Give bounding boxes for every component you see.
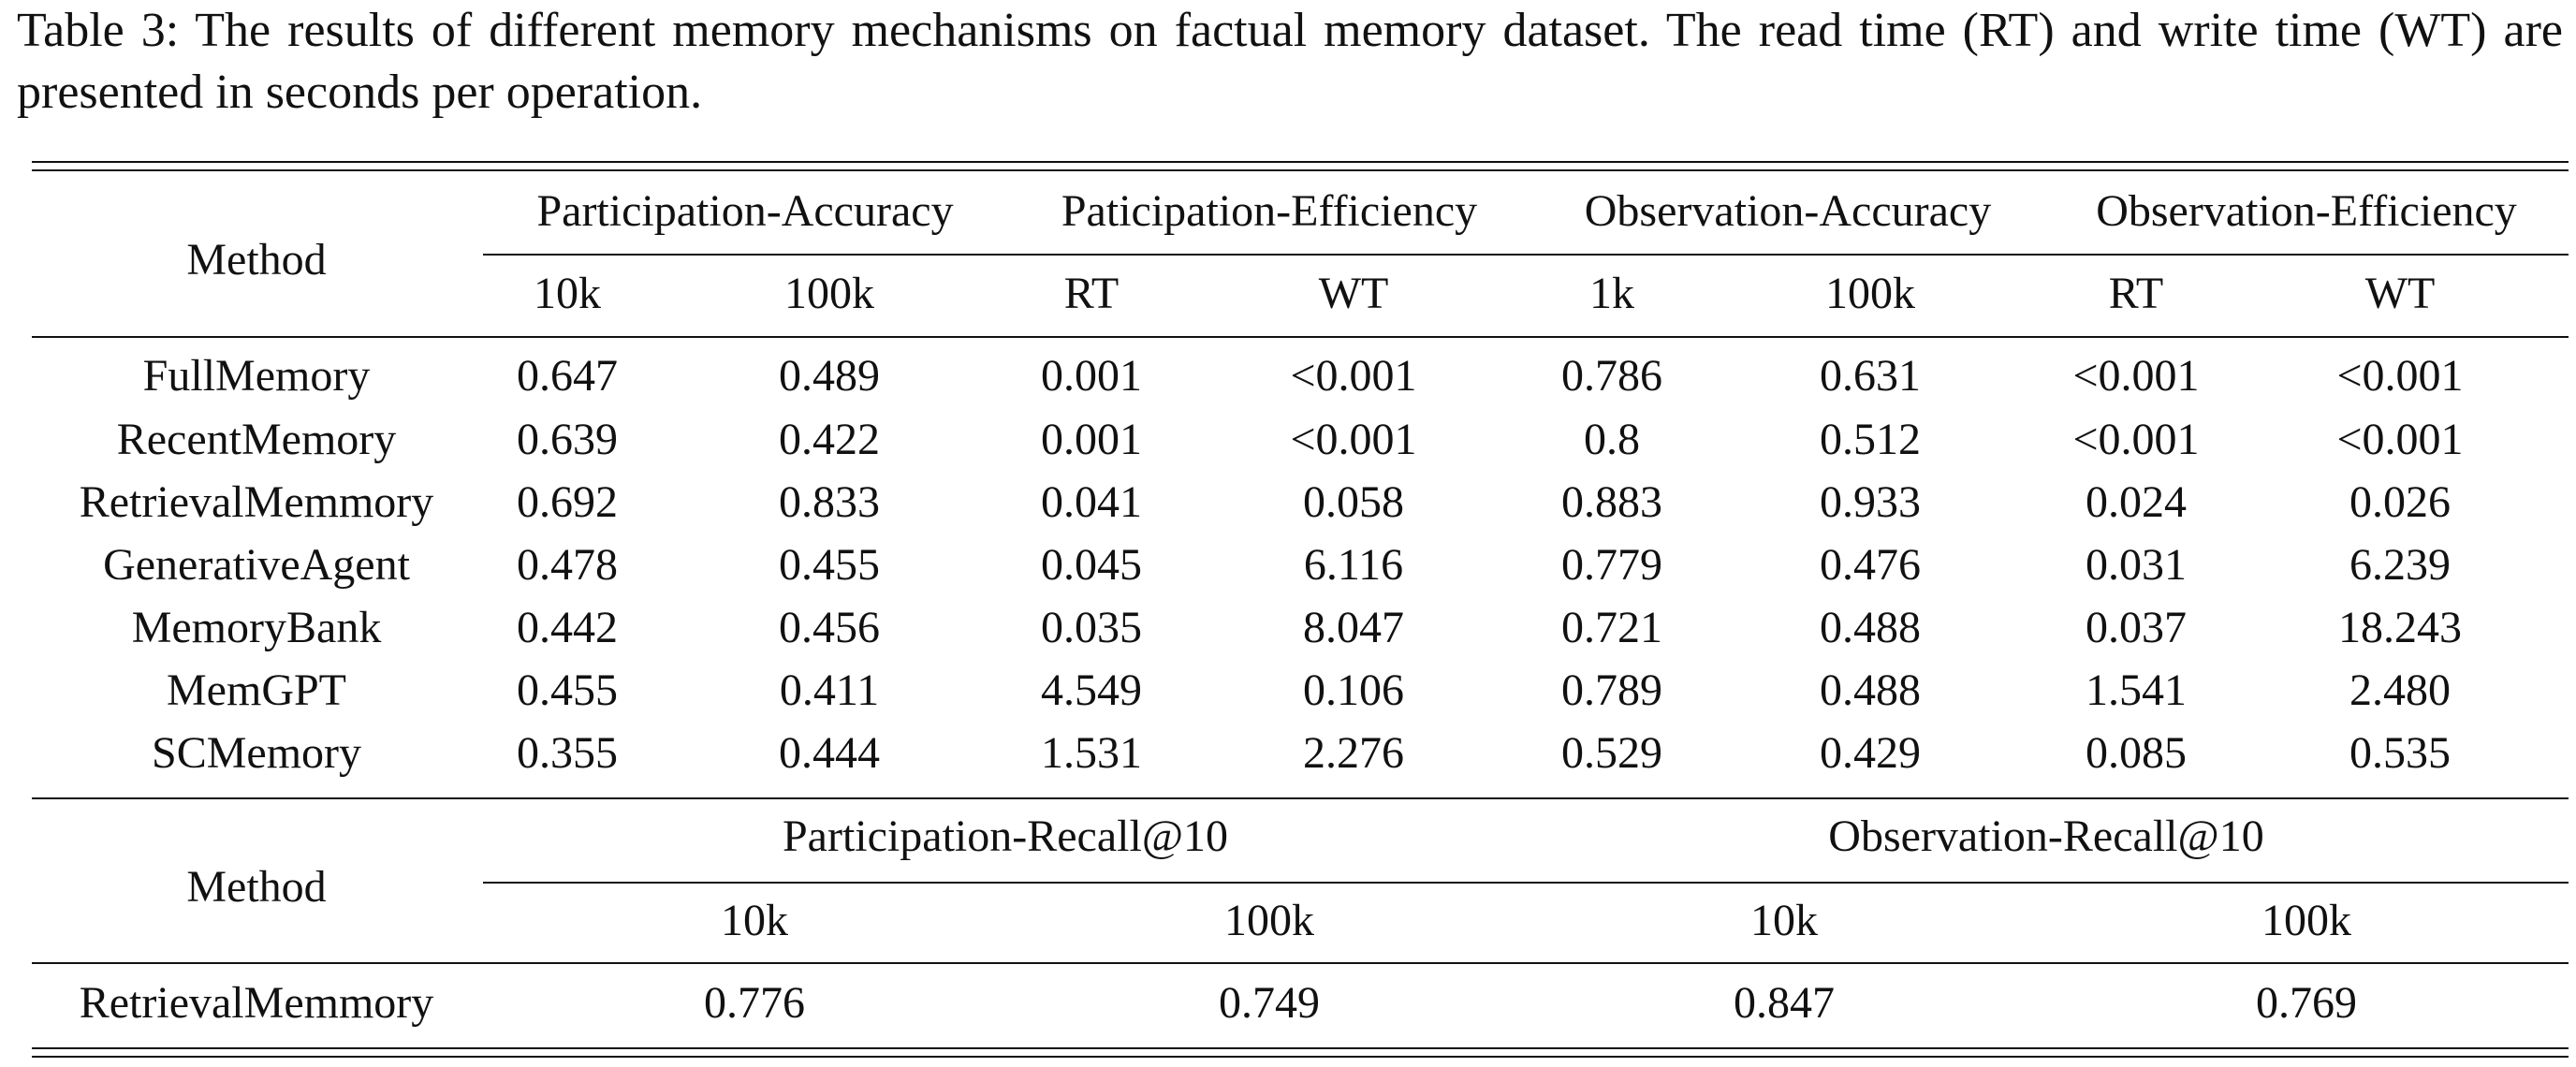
table-row-method: MemoryBank [131, 603, 382, 652]
table-cell: 6.239 [2349, 540, 2451, 590]
table-cell: 0.692 [517, 477, 618, 527]
group-rule-bottom [483, 882, 2569, 884]
table-cell: <0.001 [2336, 415, 2464, 464]
table-cell: 0.455 [779, 540, 880, 590]
group-header: Observation-Recall@10 [1828, 811, 2264, 861]
table-cell: 0.041 [1041, 477, 1142, 527]
table-cell: 0.476 [1820, 540, 1921, 590]
table-cell: 0.933 [1820, 477, 1921, 527]
table-cell: 0.529 [1561, 728, 1662, 778]
table-cell: 0.779 [1561, 540, 1662, 590]
table-row-method: SCMemory [151, 728, 362, 778]
table-row-method: RetrievalMemmory [79, 978, 434, 1028]
top-rule-outer [32, 161, 2569, 163]
table-cell: 0.833 [779, 477, 880, 527]
header-rule-bottom [32, 962, 2569, 964]
table-cell: 0.789 [1561, 665, 1662, 715]
table-row-method: MemGPT [167, 665, 346, 715]
column-header: 100k [2261, 896, 2351, 945]
group-header: Observation-Efficiency [2096, 186, 2517, 236]
table-cell: 0.776 [704, 978, 805, 1028]
table-row-method: GenerativeAgent [103, 540, 410, 590]
column-header: RT [1063, 269, 1120, 318]
table-cell: 0.769 [2256, 978, 2357, 1028]
bottom-rule-outer [32, 1056, 2569, 1058]
table-cell: <0.001 [1290, 415, 1417, 464]
column-header: 10k [1750, 896, 1818, 945]
table-cell: 0.045 [1041, 540, 1142, 590]
table-cell: 0.035 [1041, 603, 1142, 652]
table-cell: 0.058 [1303, 477, 1404, 527]
table-cell: 18.243 [2338, 603, 2462, 652]
column-header: 100k [784, 269, 874, 318]
table-cell: 0.106 [1303, 665, 1404, 715]
table-cell: 2.480 [2349, 665, 2451, 715]
table-cell: 2.276 [1303, 728, 1404, 778]
table-row-method: RetrievalMemmory [79, 477, 434, 527]
table-cell: 0.031 [2086, 540, 2187, 590]
table-cell: 6.116 [1303, 540, 1404, 590]
table-cell: 0.478 [517, 540, 618, 590]
table-cell: <0.001 [1290, 351, 1417, 401]
table-cell: 4.549 [1041, 665, 1142, 715]
column-header: 100k [1224, 896, 1314, 945]
table-cell: 0.749 [1219, 978, 1320, 1028]
table-cell: 0.037 [2086, 603, 2187, 652]
column-header: WT [2364, 269, 2436, 318]
table-cell: <0.001 [2072, 351, 2200, 401]
table-cell: 1.541 [2086, 665, 2187, 715]
table-cell: 0.024 [2086, 477, 2187, 527]
header-rule-top [32, 336, 2569, 338]
table-cell: <0.001 [2072, 415, 2200, 464]
table-cell: 0.786 [1561, 351, 1662, 401]
table-cell: 0.001 [1041, 351, 1142, 401]
table-cell: 0.535 [2349, 728, 2451, 778]
table-cell: 0.647 [517, 351, 618, 401]
table-cell: 0.422 [779, 415, 880, 464]
table-cell: 0.442 [517, 603, 618, 652]
group-header: Paticipation-Efficiency [1061, 186, 1478, 236]
group-rule-top [483, 254, 2569, 256]
table-row-method: FullMemory [142, 351, 371, 401]
column-header: 100k [1825, 269, 1915, 318]
table-cell: 0.883 [1561, 477, 1662, 527]
table-cell: 0.847 [1734, 978, 1835, 1028]
table-cell: 0.444 [779, 728, 880, 778]
method-header: Method [186, 862, 327, 912]
top-rule-inner [32, 169, 2569, 171]
table-cell: 0.001 [1041, 415, 1142, 464]
column-header: 1k [1589, 269, 1634, 318]
bottom-rule-inner [32, 1047, 2569, 1049]
group-header: Participation-Accuracy [536, 186, 954, 236]
table-cell: 1.531 [1041, 728, 1142, 778]
table-cell: 0.429 [1820, 728, 1921, 778]
column-header: 10k [534, 269, 601, 318]
table-cell: 0.639 [517, 415, 618, 464]
table-cell: 0.512 [1820, 415, 1921, 464]
column-header: WT [1318, 269, 1389, 318]
table-cell: 0.489 [779, 351, 880, 401]
table-cell: 0.026 [2349, 477, 2451, 527]
table-cell: 0.456 [779, 603, 880, 652]
table-cell: 0.631 [1820, 351, 1921, 401]
table-cell: 0.488 [1820, 665, 1921, 715]
group-header: Participation-Recall@10 [782, 811, 1229, 861]
method-header: Method [186, 235, 327, 285]
table-cell: 0.455 [517, 665, 618, 715]
table-cell: 0.488 [1820, 603, 1921, 652]
table-cell: 0.8 [1584, 415, 1640, 464]
table-caption: Table 3: The results of different memory… [17, 4, 2563, 119]
group-header: Observation-Accuracy [1584, 186, 1992, 236]
table-cell: <0.001 [2336, 351, 2464, 401]
table-cell: 8.047 [1303, 603, 1404, 652]
table-cell: 0.411 [779, 665, 880, 715]
table-row-method: RecentMemory [116, 415, 397, 464]
column-header: RT [2108, 269, 2164, 318]
table-cell: 0.721 [1561, 603, 1662, 652]
column-header: 10k [721, 896, 788, 945]
table-cell: 0.085 [2086, 728, 2187, 778]
table-cell: 0.355 [517, 728, 618, 778]
section-rule [32, 797, 2569, 799]
